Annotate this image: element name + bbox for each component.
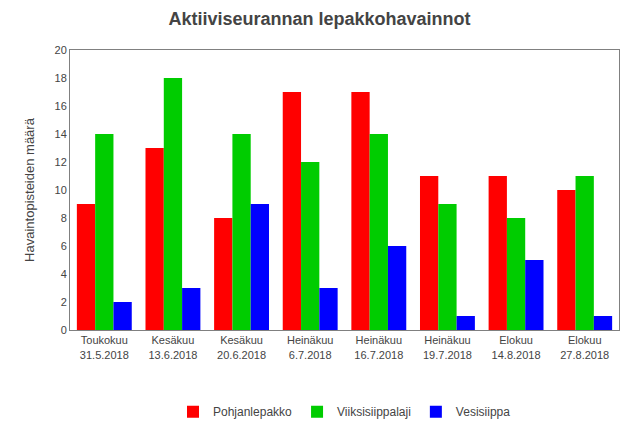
svg-text:8: 8 bbox=[61, 212, 67, 224]
svg-text:14: 14 bbox=[55, 128, 67, 140]
svg-text:6: 6 bbox=[61, 240, 67, 252]
svg-text:Viiksisiippalaji: Viiksisiippalaji bbox=[337, 405, 411, 419]
svg-text:Havaintopisteiden määrä: Havaintopisteiden määrä bbox=[22, 117, 37, 262]
svg-text:Elokuu14.8.2018: Elokuu14.8.2018 bbox=[492, 334, 541, 360]
svg-text:12: 12 bbox=[55, 156, 67, 168]
svg-text:Kesäkuu13.6.2018: Kesäkuu13.6.2018 bbox=[148, 334, 197, 360]
svg-text:Toukokuu31.5.2018: Toukokuu31.5.2018 bbox=[80, 334, 129, 360]
svg-text:16: 16 bbox=[55, 100, 67, 112]
svg-text:18: 18 bbox=[55, 72, 67, 84]
svg-text:Kesäkuu20.6.2018: Kesäkuu20.6.2018 bbox=[217, 334, 266, 360]
svg-text:20: 20 bbox=[55, 44, 67, 56]
svg-text:4: 4 bbox=[61, 268, 67, 280]
svg-text:0: 0 bbox=[61, 324, 67, 336]
svg-text:10: 10 bbox=[55, 184, 67, 196]
svg-text:2: 2 bbox=[61, 296, 67, 308]
svg-text:Pohjanlepakko: Pohjanlepakko bbox=[213, 405, 292, 419]
svg-text:Heinäkuu16.7.2018: Heinäkuu16.7.2018 bbox=[354, 334, 403, 360]
svg-text:Elokuu27.8.2018: Elokuu27.8.2018 bbox=[560, 334, 609, 360]
svg-text:Heinäkuu19.7.2018: Heinäkuu19.7.2018 bbox=[423, 334, 472, 360]
svg-text:Vesisiippa: Vesisiippa bbox=[456, 405, 510, 419]
svg-text:Heinäkuu6.7.2018: Heinäkuu6.7.2018 bbox=[287, 334, 333, 360]
svg-text:Aktiiviseurannan lepakkohavain: Aktiiviseurannan lepakkohavainnot bbox=[168, 9, 470, 29]
